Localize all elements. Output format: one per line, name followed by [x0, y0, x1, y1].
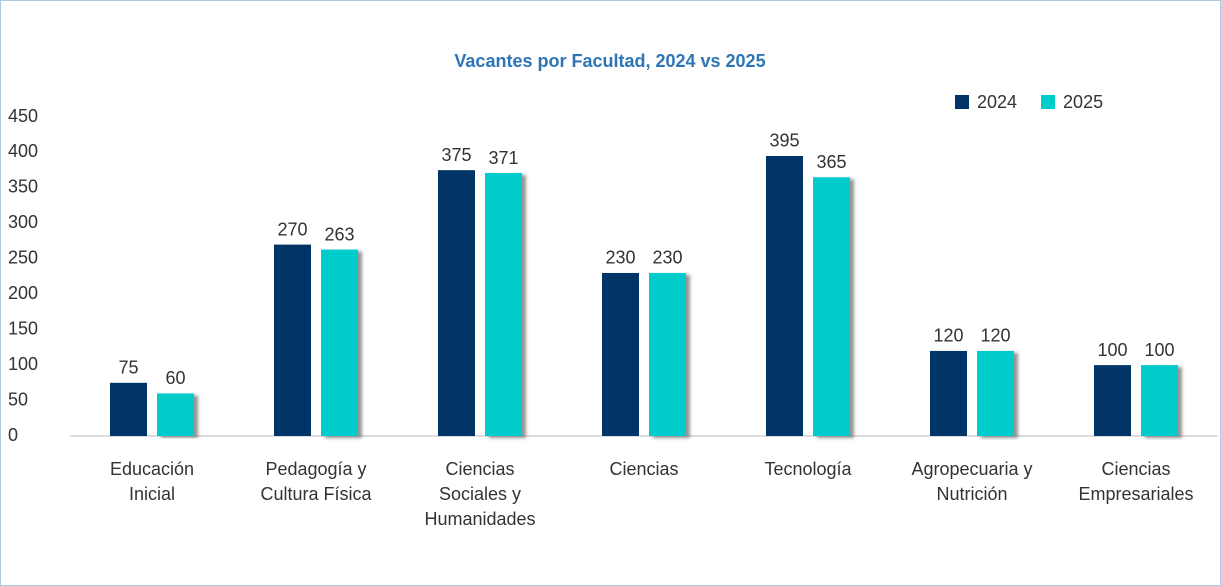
y-tick-label: 250 [8, 248, 38, 268]
data-label: 120 [933, 326, 963, 346]
bar [157, 393, 194, 436]
x-tick-label: Educación Inicial [110, 459, 194, 504]
bar [321, 249, 358, 436]
x-tick-label: Ciencias [609, 459, 678, 479]
y-tick-label: 450 [8, 106, 38, 126]
bar [110, 382, 147, 436]
legend-swatch [955, 95, 969, 109]
bar [274, 244, 311, 436]
x-tick-label: Pedagogía y Cultura Física [260, 459, 372, 504]
data-label: 60 [165, 368, 185, 388]
x-tick-label: Ciencias Empresariales [1078, 459, 1193, 504]
bar [602, 272, 639, 436]
y-tick-label: 150 [8, 318, 38, 338]
legend-label: 2025 [1063, 92, 1103, 112]
bar [1141, 365, 1178, 436]
bar [977, 350, 1014, 436]
bar [485, 173, 522, 436]
data-label: 375 [441, 145, 471, 165]
bar [649, 272, 686, 436]
y-tick-label: 350 [8, 177, 38, 197]
x-tick-label: Ciencias Sociales y Humanidades [424, 459, 535, 529]
legend-label: 2024 [977, 92, 1017, 112]
data-label: 120 [980, 326, 1010, 346]
data-label: 371 [488, 148, 518, 168]
data-label: 395 [769, 131, 799, 151]
bar [438, 170, 475, 436]
y-tick-label: 400 [8, 141, 38, 161]
data-label: 230 [652, 248, 682, 268]
data-label: 230 [605, 248, 635, 268]
data-label: 270 [277, 219, 307, 239]
legend-swatch [1041, 95, 1056, 109]
chart-title: Vacantes por Facultad, 2024 vs 2025 [454, 51, 765, 71]
y-tick-label: 100 [8, 354, 38, 374]
bar [813, 177, 850, 436]
data-label: 75 [118, 358, 138, 378]
bar [1094, 365, 1131, 436]
bar [930, 350, 967, 436]
y-tick-label: 200 [8, 283, 38, 303]
bar [766, 155, 803, 436]
data-label: 365 [816, 152, 846, 172]
x-tick-label: Agropecuaria y Nutrición [911, 459, 1032, 504]
y-tick-label: 300 [8, 212, 38, 232]
data-label: 263 [324, 224, 354, 244]
x-tick-label: Tecnología [764, 459, 852, 479]
data-label: 100 [1097, 340, 1127, 360]
data-label: 100 [1144, 340, 1174, 360]
y-tick-label: 50 [8, 389, 28, 409]
y-tick-label: 0 [8, 425, 18, 445]
